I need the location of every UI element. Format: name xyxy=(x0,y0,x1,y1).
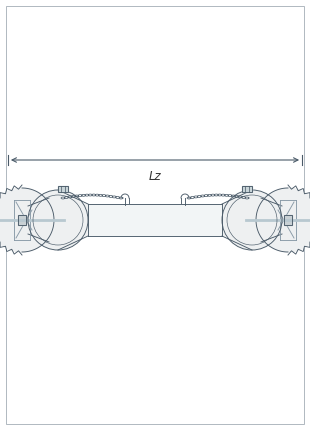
Bar xyxy=(58,186,68,192)
Bar xyxy=(284,215,292,225)
Bar xyxy=(18,215,26,225)
Circle shape xyxy=(222,190,282,250)
Bar xyxy=(242,186,252,192)
Text: Lz: Lz xyxy=(149,170,161,183)
Bar xyxy=(18,215,26,225)
Polygon shape xyxy=(28,198,49,242)
Circle shape xyxy=(0,188,54,252)
Polygon shape xyxy=(222,193,277,247)
Bar xyxy=(284,215,292,225)
Polygon shape xyxy=(261,198,282,242)
Polygon shape xyxy=(33,193,88,247)
Circle shape xyxy=(28,190,88,250)
Bar xyxy=(58,186,68,192)
Circle shape xyxy=(256,188,310,252)
Bar xyxy=(242,186,252,192)
Polygon shape xyxy=(88,204,222,236)
